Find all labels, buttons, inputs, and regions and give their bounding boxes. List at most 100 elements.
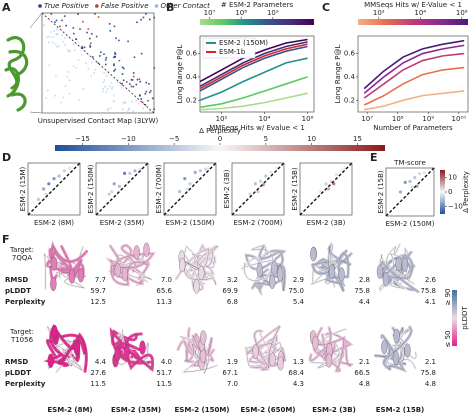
contact-dot: [113, 94, 115, 97]
metric-value: 4.0: [161, 358, 172, 366]
helix: [395, 256, 402, 272]
y-axis-label: ESM-2 (3B): [223, 169, 231, 208]
colorbar-high: ≥ 90: [444, 289, 452, 306]
contact-dot: [45, 97, 47, 99]
scatter-point: [123, 171, 127, 175]
metric-value: 12.5: [90, 298, 106, 306]
contact-dot: [121, 86, 123, 89]
scatter-point: [319, 190, 323, 194]
contact-dot: [108, 23, 111, 25]
contact-dot: [148, 82, 150, 85]
colorbar-low: ≤ 50: [444, 331, 452, 348]
scatter-point: [261, 183, 265, 187]
contact-dot: [93, 72, 95, 74]
contact-dot: [89, 42, 92, 45]
contact-dot: [115, 37, 117, 40]
colorbar-tick-label: 0: [448, 188, 452, 196]
colorbar-tick-label: −15: [75, 135, 90, 143]
contact-dot: [148, 18, 151, 21]
contact-dot: [127, 110, 129, 112]
metric-value: 75.8: [354, 287, 370, 295]
x-axis-label: ESM-2 (150M): [386, 220, 435, 228]
scatter-point: [204, 167, 208, 171]
helix: [393, 328, 400, 344]
contact-dot: [105, 75, 108, 77]
metric-label: Perplexity: [5, 380, 46, 388]
metric-value: 68.4: [288, 369, 304, 377]
series-line: [363, 52, 465, 99]
contact-dot: [150, 90, 152, 92]
contact-dot: [61, 34, 63, 36]
metric-label: pLDDT: [5, 287, 31, 295]
contact-dot: [132, 75, 135, 78]
y-axis-label: Long Range P@L: [176, 45, 184, 104]
contact-dot: [130, 85, 133, 88]
panel-label: F: [2, 233, 10, 246]
contact-dot: [132, 72, 135, 74]
scatter-point: [198, 169, 202, 173]
helix: [310, 246, 317, 262]
contact-dot: [131, 79, 134, 81]
colorbar-tick-label: 10: [448, 173, 457, 181]
metric-label: RMSD: [5, 276, 28, 284]
y-tick-label: 0.2: [344, 96, 355, 104]
contact-dot: [132, 110, 135, 113]
target-label: Target:: [9, 328, 34, 336]
scatter-point: [398, 190, 402, 194]
protein-structure: [176, 327, 219, 374]
helix: [271, 260, 278, 276]
x-tick-label: 10⁷: [361, 115, 373, 123]
helix: [269, 352, 276, 367]
legend-label: ESM-1b: [219, 48, 246, 56]
metric-value: 2.1: [425, 358, 436, 366]
scatter-point: [183, 177, 187, 181]
contact-dot: [59, 101, 62, 104]
contact-dot: [153, 16, 156, 19]
helix: [121, 266, 129, 282]
contact-dot: [109, 85, 111, 88]
scatter-point: [274, 166, 278, 170]
diagonal: [385, 167, 435, 217]
series-line: [363, 44, 465, 94]
contact-dot: [144, 104, 147, 106]
y-axis-label: ESM-2 (15M): [19, 166, 27, 211]
caption: Unsupervised Contact Map (3LYW): [38, 117, 159, 125]
metric-value: 51.7: [156, 369, 172, 377]
contact-dot: [144, 93, 147, 95]
metric-value: 75.0: [288, 287, 304, 295]
scatter-point: [413, 176, 417, 180]
contact-dot: [66, 49, 69, 51]
x-axis-label: MMSeqs Hits w/ Evalue < 1: [209, 124, 305, 132]
contact-dot: [82, 20, 84, 23]
model-label: ESM-2 (8M): [47, 406, 92, 414]
metric-value: 2.6: [425, 276, 437, 284]
x-tick-label: 10⁸: [392, 115, 404, 123]
contact-dot: [62, 96, 65, 99]
scatter-point: [117, 184, 121, 188]
scatter-point: [57, 174, 61, 178]
series-line: [199, 43, 308, 90]
contact-dot: [55, 75, 57, 78]
metric-value: 75.8: [420, 369, 436, 377]
contact-dot: [85, 62, 87, 65]
scatter-point: [332, 182, 336, 186]
contact-dot: [53, 30, 56, 32]
metric-value: 7.0: [227, 380, 238, 388]
contact-dot: [103, 53, 105, 56]
protein-structure: [308, 326, 355, 373]
contact-dot: [86, 31, 88, 34]
helix: [404, 343, 411, 358]
contact-dot: [126, 81, 128, 83]
contact-dot: [136, 21, 138, 24]
metric-value: 11.3: [156, 298, 172, 306]
contact-dot: [57, 45, 60, 47]
contact-dot: [52, 36, 54, 39]
protein-structure: [374, 325, 418, 373]
colorbar-tick-label: 15: [353, 135, 362, 143]
legend-label: False Positive: [101, 2, 149, 10]
contact-dot: [89, 44, 91, 47]
contact-dot: [79, 28, 81, 30]
diagonal: [41, 12, 155, 114]
x-axis-label: ESM-2 (700M): [234, 219, 283, 227]
contact-dot: [56, 28, 58, 31]
